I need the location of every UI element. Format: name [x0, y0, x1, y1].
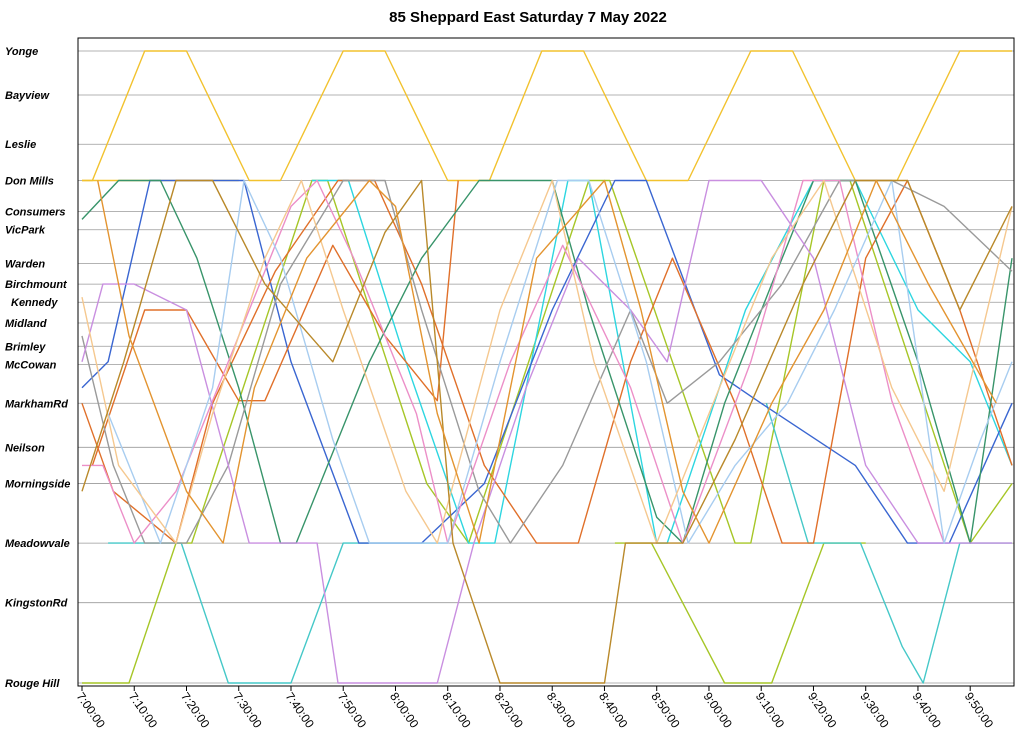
x-tick-label: 7:30:00 [230, 690, 265, 731]
x-tick-label: 8:00:00 [387, 690, 422, 731]
stop-label: Morningside [5, 479, 70, 491]
stop-label: VicPark [5, 225, 46, 237]
trip-line-14 [81, 179, 1012, 684]
x-tick-label: 9:10:00 [753, 690, 788, 731]
trip-line-4 [614, 542, 866, 684]
x-tick-label: 8:50:00 [648, 690, 683, 731]
x-tick-label: 7:10:00 [126, 690, 161, 731]
stop-label: Bayview [5, 90, 50, 102]
stop-label: Brimley [5, 341, 46, 353]
stop-gridlines [78, 50, 1014, 684]
stop-label: MarkhamRd [5, 398, 68, 410]
trip-line-3 [82, 179, 1013, 684]
x-tick-label: 9:30:00 [857, 690, 892, 731]
stop-label: Leslie [5, 139, 36, 151]
trip-line-12 [81, 179, 1013, 544]
trip-lines [81, 50, 1013, 684]
x-tick-label: 8:40:00 [596, 690, 631, 731]
stop-label: Warden [5, 258, 45, 270]
x-tick-label: 7:20:00 [178, 690, 213, 731]
trip-line-1 [82, 50, 1012, 182]
trip-line-13 [82, 179, 945, 544]
stop-label: KingstonRd [5, 598, 68, 610]
trip-line-10 [91, 180, 459, 466]
trip-line-15 [107, 179, 1013, 544]
x-tick-label: 7:40:00 [283, 690, 318, 731]
stop-label: Consumers [5, 207, 66, 219]
stop-labels: Yonge Bayview Leslie Don Mills Consumers VicP… [5, 46, 70, 690]
trip-line-18 [97, 179, 997, 544]
x-tick-label: 7:50:00 [335, 690, 370, 731]
stop-label: Birchmount [5, 279, 68, 291]
x-tick-label: 9:50:00 [962, 690, 997, 731]
stop-label: McCowan [5, 359, 57, 371]
plot-area [77, 37, 1015, 687]
trip-line-17 [81, 179, 1013, 684]
x-tick-label: 8:10:00 [439, 690, 474, 731]
x-tick-label: 8:20:00 [492, 690, 527, 731]
trip-line-6 [311, 179, 1013, 544]
x-tick-label: 8:30:00 [544, 690, 579, 731]
stop-label: Kennedy [11, 297, 58, 309]
stop-label: Yonge [5, 46, 38, 58]
stop-label: Don Mills [5, 176, 54, 188]
stop-label: Meadowvale [5, 538, 70, 550]
trip-line-16 [81, 179, 1013, 544]
stop-label: Rouge Hill [5, 678, 60, 690]
stop-label: Midland [5, 318, 47, 330]
x-tick-label: 9:40:00 [909, 690, 944, 731]
chart-title: 85 Sheppard East Saturday 7 May 2022 [389, 9, 667, 26]
x-tick-label: 9:20:00 [805, 690, 840, 731]
stop-label: Neilson [5, 442, 45, 454]
trip-line-5 [108, 542, 448, 684]
time-axis: 7:00:00 7:10:00 7:20:00 7:30:00 7:40:00 7:50:… [74, 686, 997, 731]
x-tick-label: 9:00:00 [701, 690, 736, 731]
x-tick-label: 7:00:00 [74, 690, 109, 731]
